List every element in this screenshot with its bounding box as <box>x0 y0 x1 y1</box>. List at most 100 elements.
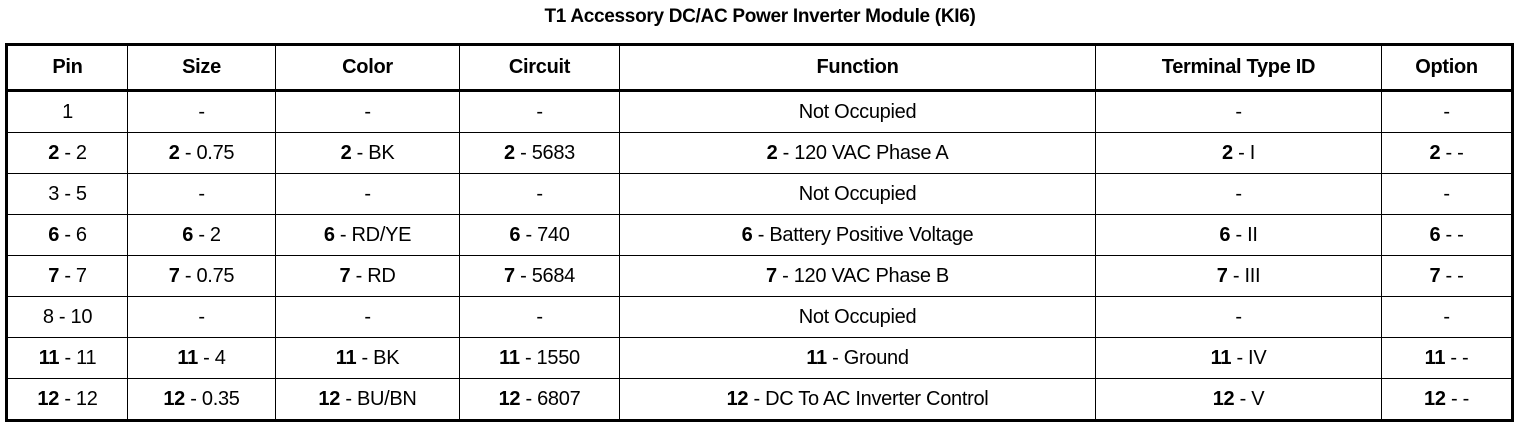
cell-function: 11 - Ground <box>619 337 1096 379</box>
cell-value: - <box>364 100 371 123</box>
cell-value: - <box>1235 182 1242 205</box>
cell-option: - <box>1381 90 1513 133</box>
cell-value: - <box>1235 305 1242 328</box>
cell-pin-prefix: 12 <box>498 387 521 410</box>
column-header-option: Option <box>1381 44 1513 92</box>
cell-value: - <box>1235 100 1242 123</box>
cell-option: 6 - - <box>1381 214 1513 256</box>
cell-pin-prefix: 2 <box>766 141 778 164</box>
cell-color: - <box>275 90 460 133</box>
cell-circuit: - <box>459 296 620 338</box>
cell-color: 7 - RD <box>275 255 460 297</box>
cell-value: - 5684 <box>514 264 575 287</box>
cell-pin-prefix: 7 <box>1216 264 1228 287</box>
table-row: 8 - 10 - - - Not Occupied - - <box>6 296 1513 338</box>
cell-value: - BK <box>351 141 395 164</box>
cell-circuit: 12 - 6807 <box>459 378 620 421</box>
cell-value: - 0.75 <box>179 264 235 287</box>
cell-pin-prefix: 2 <box>48 141 60 164</box>
cell-option: 7 - - <box>1381 255 1513 297</box>
cell-circuit: - <box>459 90 620 133</box>
cell-terminal-type-id: 2 - I <box>1095 132 1382 174</box>
cell-value: - 120 VAC Phase B <box>776 264 949 287</box>
cell-value: - - <box>1440 264 1464 287</box>
cell-value: - 5683 <box>514 141 575 164</box>
cell-value: - <box>364 182 371 205</box>
cell-value: - 2 <box>193 223 221 246</box>
cell-pin-prefix: 11 <box>499 346 520 369</box>
cell-size: 6 - 2 <box>127 214 276 256</box>
cell-value: - 7 <box>59 264 87 287</box>
cell-pin-prefix: 6 <box>1429 223 1441 246</box>
cell-pin-prefix: 6 <box>48 223 60 246</box>
cell-value: - DC To AC Inverter Control <box>748 387 989 410</box>
column-header-function: Function <box>619 44 1096 92</box>
cell-value: Not Occupied <box>798 100 917 123</box>
cell-value: - IV <box>1231 346 1267 369</box>
pinout-table: Pin Size Color Circuit Function Terminal Type… <box>5 43 1514 422</box>
cell-function: 12 - DC To AC Inverter Control <box>619 378 1096 421</box>
cell-value: - <box>1443 100 1450 123</box>
cell-value: - RD <box>350 264 396 287</box>
cell-pin-prefix: 11 <box>1424 346 1446 369</box>
cell-size: 7 - 0.75 <box>127 255 276 297</box>
cell-pin-prefix: 6 <box>323 223 335 246</box>
table-row: 11 - 11 11 - 4 11 - BK 11 - 1550 11 - Ground… <box>6 337 1513 379</box>
cell-value: - 1550 <box>519 346 580 369</box>
cell-pin-prefix: 12 <box>37 387 60 410</box>
cell-value: - - <box>1445 387 1469 410</box>
cell-size: 2 - 0.75 <box>127 132 276 174</box>
cell-value: - 120 VAC Phase A <box>777 141 949 164</box>
cell-pin-prefix: 6 <box>509 223 521 246</box>
cell-pin-prefix: 12 <box>318 387 341 410</box>
cell-pin-prefix: 11 <box>177 346 198 369</box>
cell-value: 1 <box>62 100 73 123</box>
cell-pin: 12 - 12 <box>6 378 128 421</box>
cell-terminal-type-id: 7 - III <box>1095 255 1382 297</box>
cell-pin-prefix: 7 <box>339 264 351 287</box>
cell-pin-prefix: 2 <box>1429 141 1441 164</box>
cell-value: - 2 <box>59 141 87 164</box>
cell-color: - <box>275 173 460 215</box>
cell-pin-prefix: 7 <box>766 264 777 287</box>
cell-pin-prefix: 11 <box>335 346 357 369</box>
cell-pin-prefix: 11 <box>806 346 827 369</box>
cell-function: Not Occupied <box>619 90 1096 133</box>
cell-option: - <box>1381 173 1513 215</box>
cell-option: 12 - - <box>1381 378 1513 421</box>
cell-value: - 740 <box>520 223 570 246</box>
cell-value: - III <box>1227 264 1261 287</box>
cell-option: - <box>1381 296 1513 338</box>
cell-function: Not Occupied <box>619 296 1096 338</box>
cell-value: - I <box>1232 141 1255 164</box>
cell-function: 6 - Battery Positive Voltage <box>619 214 1096 256</box>
cell-value: - 12 <box>59 387 98 410</box>
cell-pin: 1 <box>6 90 128 133</box>
cell-value: - RD/YE <box>334 223 412 246</box>
cell-value: - <box>536 182 543 205</box>
cell-value: - BK <box>356 346 400 369</box>
cell-terminal-type-id: 11 - IV <box>1095 337 1382 379</box>
cell-value: - V <box>1234 387 1265 410</box>
cell-color: 12 - BU/BN <box>275 378 460 421</box>
cell-color: - <box>275 296 460 338</box>
cell-value: - Battery Positive Voltage <box>752 223 974 246</box>
cell-pin: 11 - 11 <box>6 337 128 379</box>
cell-terminal-type-id: - <box>1095 296 1382 338</box>
cell-value: Not Occupied <box>798 182 917 205</box>
cell-pin-prefix: 2 <box>504 141 515 164</box>
cell-value: - <box>198 182 205 205</box>
cell-color: 2 - BK <box>275 132 460 174</box>
cell-value: - <box>536 100 543 123</box>
cell-function: 2 - 120 VAC Phase A <box>619 132 1096 174</box>
cell-pin-prefix: 7 <box>168 264 180 287</box>
cell-value: - - <box>1445 346 1469 369</box>
cell-value: - BU/BN <box>340 387 417 410</box>
cell-terminal-type-id: - <box>1095 173 1382 215</box>
cell-value: - Ground <box>826 346 909 369</box>
cell-pin: 7 - 7 <box>6 255 128 297</box>
cell-pin-prefix: 12 <box>163 387 186 410</box>
cell-pin-prefix: 6 <box>1219 223 1231 246</box>
